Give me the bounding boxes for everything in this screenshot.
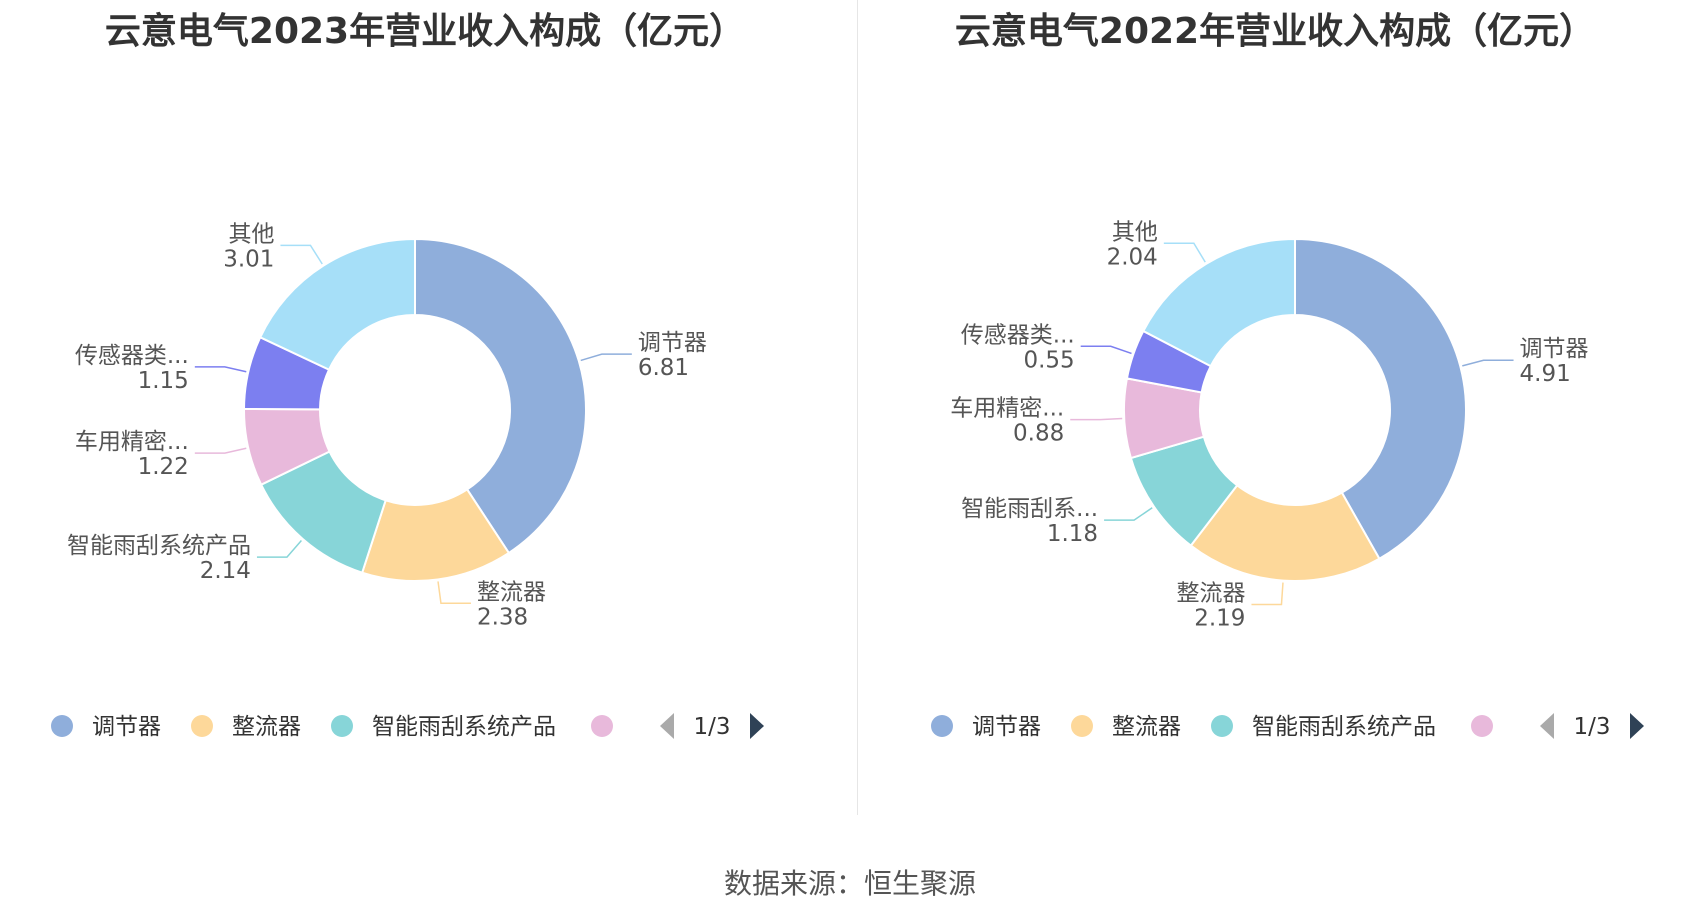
donut-slice-0[interactable] [1294, 237, 1467, 561]
legend-item[interactable]: 整流器 [1071, 714, 1181, 740]
slice-label-name: 智能雨刮系... [961, 496, 1098, 522]
slice-label-value: 1.18 [1047, 521, 1098, 547]
slice-label-name: 整流器 [1176, 581, 1245, 607]
legend-item[interactable]: 调节器 [931, 714, 1041, 740]
donut-slices [1123, 237, 1467, 582]
slice-label-value: 6.81 [638, 355, 689, 381]
legend-item[interactable]: 整流器 [191, 714, 301, 740]
legend-dot-icon [1211, 715, 1233, 737]
slice-label-name: 传感器类... [75, 343, 189, 369]
legend-prev-arrow-icon[interactable] [1540, 713, 1554, 739]
legend-item[interactable]: 智能雨刮系统产品 [1211, 714, 1436, 740]
slice-label-value: 4.91 [1520, 361, 1571, 387]
legend-dot-icon [51, 715, 73, 737]
legend-dot-icon [591, 715, 613, 737]
leader-line [580, 353, 632, 362]
leader-line [1163, 242, 1206, 263]
leader-line [1251, 582, 1284, 606]
legend-item[interactable]: 智能雨刮系统产品 [331, 714, 556, 740]
legend-label: 智能雨刮系统产品 [372, 714, 556, 740]
donut-slice-5[interactable] [258, 237, 416, 371]
slice-label-value: 2.19 [1194, 606, 1245, 632]
leader-line [194, 366, 247, 373]
leader-line [1070, 417, 1123, 421]
legend: 调节器 整流器 智能雨刮系统产品 1/3 [931, 713, 1644, 740]
leader-line [280, 244, 323, 265]
slice-label-name: 传感器类... [961, 322, 1075, 348]
donut-slice-5[interactable] [1141, 237, 1296, 368]
legend-dot-icon [1071, 715, 1093, 737]
donut-chart-2022: 调节器4.91整流器2.19智能雨刮系...1.18车用精密...0.88传感器… [931, 219, 1644, 740]
slice-label-value: 2.04 [1107, 244, 1158, 270]
slice-label-value: 3.01 [223, 246, 274, 272]
slice-label-name: 其他 [228, 221, 274, 247]
donut-slices [242, 237, 587, 582]
donut-slice-1[interactable] [1189, 483, 1381, 582]
slice-label-value: 0.55 [1023, 347, 1074, 373]
legend: 调节器 整流器 智能雨刮系统产品 1/3 [51, 713, 764, 740]
slice-label-value: 1.15 [138, 368, 189, 394]
leader-line [1080, 345, 1132, 355]
slice-label-name: 整流器 [477, 579, 546, 605]
legend-dot-icon [1471, 715, 1493, 737]
panel-divider [857, 0, 858, 815]
legend-label: 智能雨刮系统产品 [1252, 714, 1436, 740]
legend-label: 调节器 [92, 714, 161, 740]
legend-next-arrow-icon[interactable] [1630, 713, 1644, 739]
slice-label-value: 2.38 [477, 604, 528, 630]
leader-line [1462, 359, 1514, 367]
chart-panel-2022: 云意电气2022年营业收入构成（亿元） 调节器 4.91 整流器 2.19 智能雨刮系.… [850, 0, 1700, 830]
data-source-footer: 数据来源：恒生聚源 [723, 867, 976, 900]
legend-page-indicator: 1/3 [1573, 714, 1610, 740]
legend-item[interactable]: 调节器 [51, 714, 161, 740]
slice-label-name: 其他 [1112, 219, 1158, 245]
legend-label: 调节器 [972, 714, 1041, 740]
legend-dot-icon [191, 715, 213, 737]
chart-panel-2023: 云意电气2023年营业收入构成（亿元） 调节器 6.81 整流器 2.38 智能雨刮系统… [0, 0, 850, 830]
legend-dot-icon [331, 715, 353, 737]
slice-label-name: 调节器 [638, 330, 707, 356]
leader-line [194, 447, 247, 454]
legend-label: 整流器 [232, 714, 301, 740]
chart-title: 云意电气2022年营业收入构成（亿元） [954, 11, 1596, 52]
slice-label-name: 调节器 [1520, 336, 1589, 362]
legend-next-arrow-icon[interactable] [750, 713, 764, 739]
slice-label-value: 0.88 [1013, 421, 1064, 447]
leader-line [1104, 507, 1153, 521]
leader-line [256, 539, 302, 558]
legend-page-indicator: 1/3 [693, 714, 730, 740]
legend-dot-icon [931, 715, 953, 737]
leader-line [437, 581, 471, 605]
slice-label-value: 1.22 [138, 454, 189, 480]
slice-label-value: 2.14 [200, 558, 251, 584]
slice-label-name: 车用精密... [950, 396, 1064, 422]
donut-slice-0[interactable] [414, 237, 587, 555]
legend-label: 整流器 [1112, 714, 1181, 740]
slice-label-name: 智能雨刮系统产品 [67, 533, 251, 559]
legend-prev-arrow-icon[interactable] [660, 713, 674, 739]
slice-label-name: 车用精密... [75, 429, 189, 455]
chart-title: 云意电气2023年营业收入构成（亿元） [104, 11, 746, 52]
donut-chart-2023: 调节器6.81整流器2.38智能雨刮系统产品2.14车用精密...1.22传感器… [51, 221, 764, 740]
